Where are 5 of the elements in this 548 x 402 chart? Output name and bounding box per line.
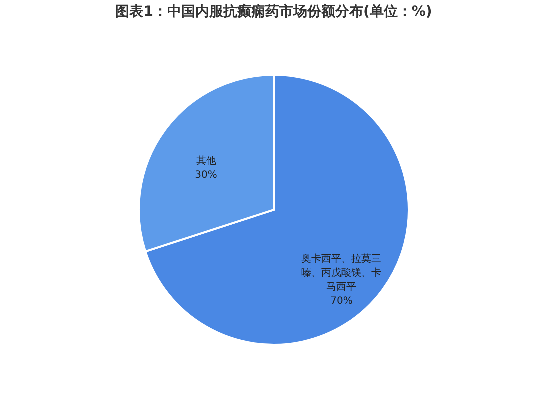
slice-label: 奥卡西平、拉莫三嗪、丙戊酸镁、卡马西平	[302, 253, 382, 294]
slice-label: 其他	[196, 154, 216, 167]
chart-title: 图表1：中国内服抗癫痫药市场份额分布(单位：%)	[116, 3, 432, 20]
data-label: 30%	[195, 170, 218, 181]
data-label: 70%	[330, 296, 353, 308]
